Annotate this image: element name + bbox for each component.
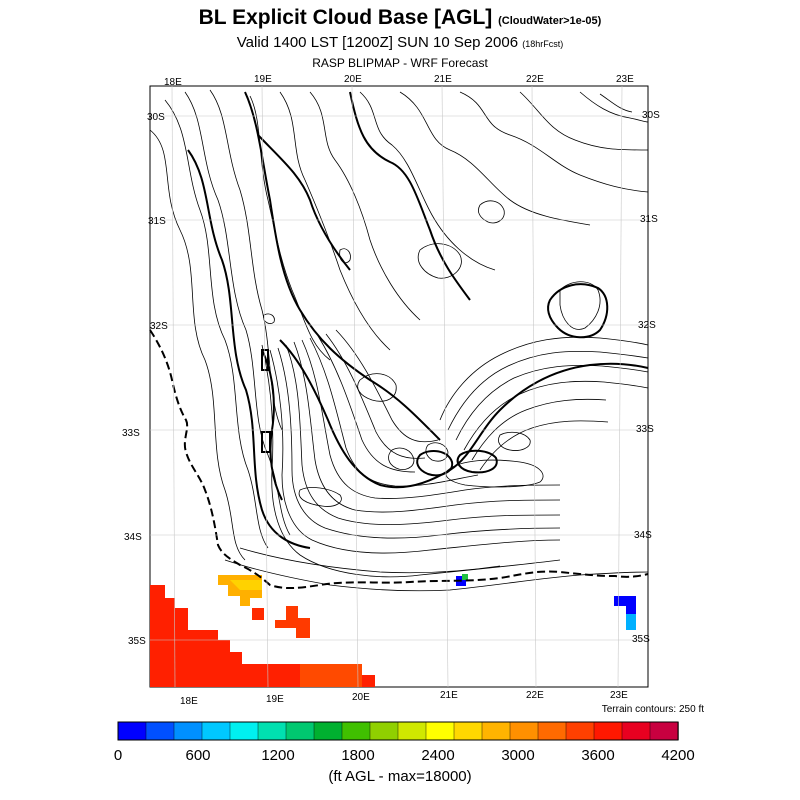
lon-label-bottom: 19E bbox=[266, 694, 284, 705]
source-label: RASP BLIPMAP - WRF Forecast bbox=[312, 56, 488, 70]
lon-label-top: 19E bbox=[254, 74, 272, 85]
cloud-cell-red-southwest bbox=[150, 585, 375, 687]
cloud-cell-yellow bbox=[230, 580, 262, 590]
lat-label-right: 33S bbox=[636, 424, 654, 435]
lon-label-top: 20E bbox=[344, 74, 362, 85]
lon-label-top: 21E bbox=[434, 74, 452, 85]
lat-lon-grid bbox=[150, 85, 648, 688]
colorbar-unit-label: (ft AGL - max=18000) bbox=[328, 768, 472, 785]
lon-label-bottom: 20E bbox=[352, 692, 370, 703]
title-note: (CloudWater>1e-05) bbox=[498, 15, 602, 27]
lon-label-top: 22E bbox=[526, 74, 544, 85]
cloud-cell-cyan-east bbox=[626, 614, 636, 630]
cloud-cell-orange-south bbox=[300, 664, 362, 687]
cloud-cell-small-2 bbox=[275, 606, 310, 638]
bold-terrain-contours bbox=[187, 91, 649, 549]
chart-subtitle: Valid 1400 LST [1200Z] SUN 10 Sep 2006 (… bbox=[0, 34, 800, 51]
lat-label-right: 34S bbox=[634, 530, 652, 541]
lat-label-right: 35S bbox=[632, 634, 650, 645]
latitude-labels-right: 30S 31S 32S 33S 34S 35S bbox=[632, 110, 660, 645]
chart-title: BL Explicit Cloud Base [AGL] (CloudWater… bbox=[0, 6, 800, 30]
lat-label-left: 35S bbox=[128, 636, 146, 647]
lat-label-left: 30S bbox=[147, 112, 165, 123]
lon-label-bottom: 23E bbox=[610, 690, 628, 701]
lon-label-bottom: 21E bbox=[440, 690, 458, 701]
lon-label-top: 23E bbox=[616, 74, 634, 85]
lat-label-right: 30S bbox=[642, 110, 660, 121]
lat-label-right: 31S bbox=[640, 214, 658, 225]
longitude-labels-bottom: 18E 19E 20E 21E 22E 23E bbox=[180, 690, 628, 707]
longitude-labels-top: 18E 19E 20E 21E 22E 23E bbox=[164, 74, 634, 88]
map-frame bbox=[149, 85, 649, 688]
cloud-base-cells bbox=[150, 574, 636, 687]
coastline bbox=[149, 329, 649, 589]
lon-label-bottom: 22E bbox=[526, 690, 544, 701]
cloud-cell-small-1 bbox=[252, 608, 264, 620]
lat-label-right: 32S bbox=[638, 320, 656, 331]
lat-label-left: 32S bbox=[150, 321, 168, 332]
lon-label-bottom: 18E bbox=[180, 696, 198, 707]
subtitle-text: Valid 1400 LST [1200Z] SUN 10 Sep 2006 bbox=[236, 34, 519, 51]
terrain-contour-note: Terrain contours: 250 ft bbox=[601, 704, 704, 715]
cloud-cell-green bbox=[462, 574, 468, 580]
lat-label-left: 34S bbox=[124, 532, 142, 543]
latitude-labels-left: 30S 31S 32S 33S 34S 35S bbox=[122, 112, 168, 647]
lon-label-top: 18E bbox=[164, 77, 182, 88]
subtitle-note: (18hrFcst) bbox=[522, 39, 564, 49]
title-text: BL Explicit Cloud Base [AGL] bbox=[198, 6, 493, 29]
lat-label-left: 31S bbox=[148, 216, 166, 227]
lat-label-left: 33S bbox=[122, 428, 140, 439]
